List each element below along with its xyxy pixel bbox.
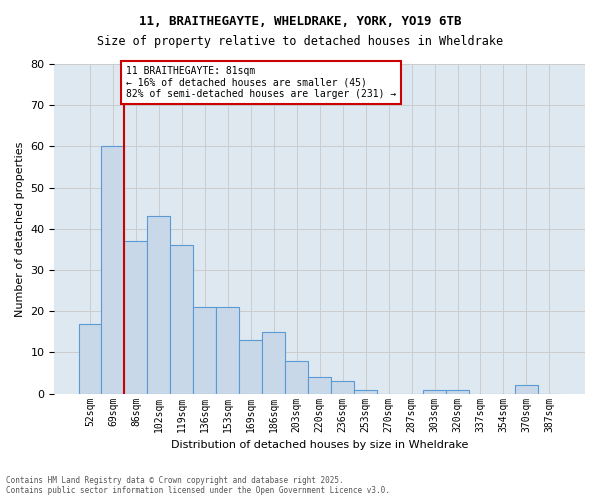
Bar xyxy=(515,386,538,394)
Y-axis label: Number of detached properties: Number of detached properties xyxy=(15,141,25,316)
Text: Contains HM Land Registry data © Crown copyright and database right 2025.
Contai: Contains HM Land Registry data © Crown c… xyxy=(6,476,390,495)
Bar xyxy=(262,332,285,394)
Bar xyxy=(331,382,354,394)
Bar xyxy=(354,390,377,394)
Bar xyxy=(124,241,148,394)
Bar xyxy=(239,340,262,394)
Bar xyxy=(217,307,239,394)
Bar xyxy=(285,360,308,394)
Bar xyxy=(423,390,446,394)
Bar xyxy=(170,246,193,394)
Bar xyxy=(193,307,217,394)
Bar xyxy=(101,146,124,394)
Bar xyxy=(148,216,170,394)
Text: Size of property relative to detached houses in Wheldrake: Size of property relative to detached ho… xyxy=(97,35,503,48)
Text: 11 BRAITHEGAYTE: 81sqm
← 16% of detached houses are smaller (45)
82% of semi-det: 11 BRAITHEGAYTE: 81sqm ← 16% of detached… xyxy=(125,66,396,100)
Bar xyxy=(79,324,101,394)
Text: 11, BRAITHEGAYTE, WHELDRAKE, YORK, YO19 6TB: 11, BRAITHEGAYTE, WHELDRAKE, YORK, YO19 … xyxy=(139,15,461,28)
Bar xyxy=(308,377,331,394)
Bar xyxy=(446,390,469,394)
X-axis label: Distribution of detached houses by size in Wheldrake: Distribution of detached houses by size … xyxy=(171,440,469,450)
